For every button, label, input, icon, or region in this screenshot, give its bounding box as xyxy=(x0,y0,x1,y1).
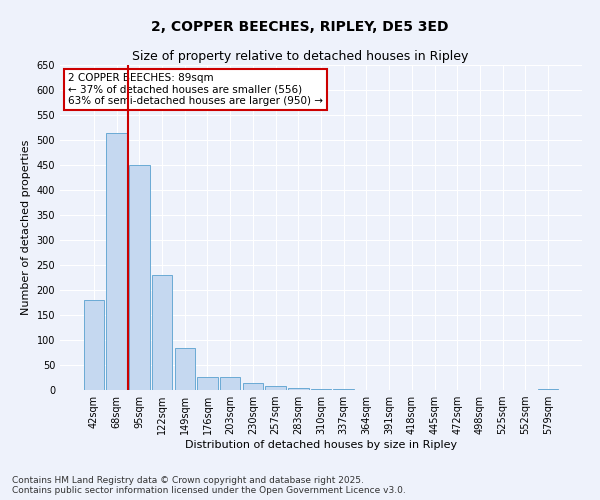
Bar xyxy=(288,388,308,390)
Bar xyxy=(242,383,263,390)
Bar xyxy=(220,376,241,390)
Bar xyxy=(197,376,218,390)
Text: Contains HM Land Registry data © Crown copyright and database right 2025.
Contai: Contains HM Land Registry data © Crown c… xyxy=(12,476,406,495)
Text: Size of property relative to detached houses in Ripley: Size of property relative to detached ho… xyxy=(132,50,468,63)
Bar xyxy=(129,165,149,390)
Bar xyxy=(265,386,286,390)
Bar xyxy=(334,389,354,390)
Bar xyxy=(175,348,195,390)
X-axis label: Distribution of detached houses by size in Ripley: Distribution of detached houses by size … xyxy=(185,440,457,450)
Bar xyxy=(152,275,172,390)
Bar xyxy=(538,388,558,390)
Text: 2 COPPER BEECHES: 89sqm
← 37% of detached houses are smaller (556)
63% of semi-d: 2 COPPER BEECHES: 89sqm ← 37% of detache… xyxy=(68,73,323,106)
Bar xyxy=(311,389,331,390)
Y-axis label: Number of detached properties: Number of detached properties xyxy=(21,140,31,315)
Bar xyxy=(106,132,127,390)
Text: 2, COPPER BEECHES, RIPLEY, DE5 3ED: 2, COPPER BEECHES, RIPLEY, DE5 3ED xyxy=(151,20,449,34)
Bar xyxy=(84,300,104,390)
